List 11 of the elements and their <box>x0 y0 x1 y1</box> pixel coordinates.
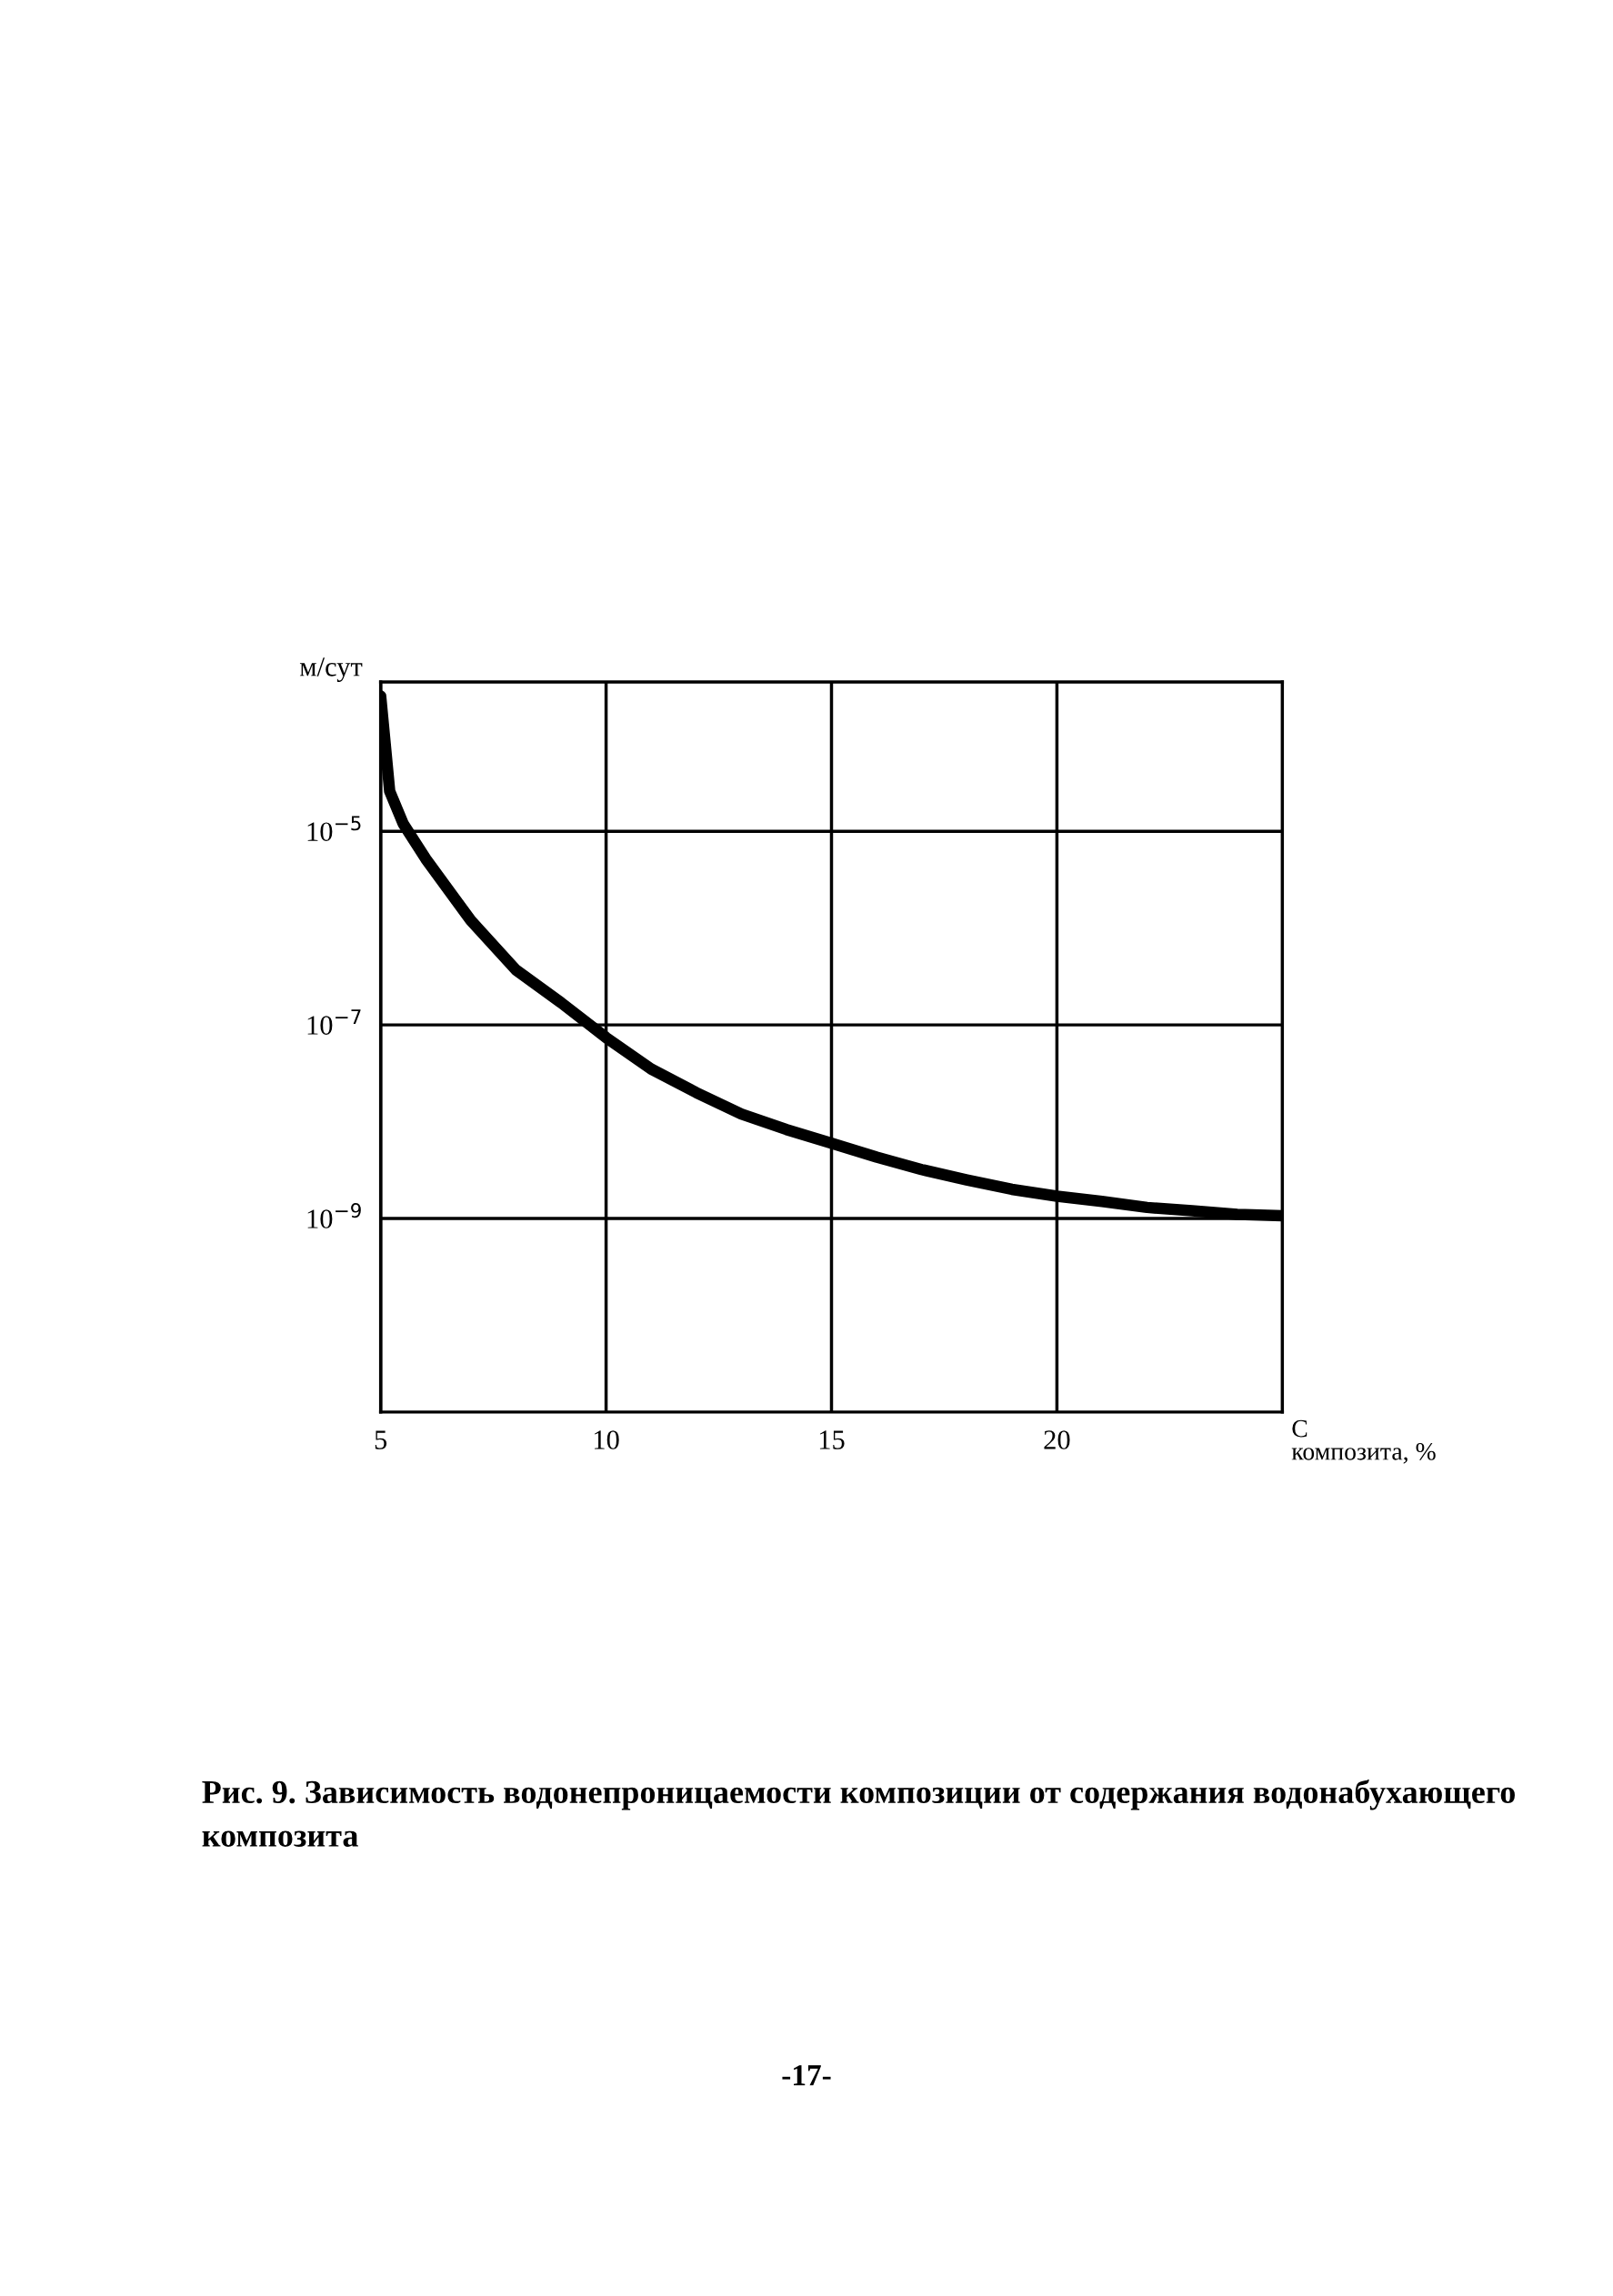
x-tick-label: 5 <box>375 1430 387 1449</box>
y-axis-title: м/сут <box>299 657 363 682</box>
x-tick-label: 15 <box>819 1430 845 1449</box>
x-tick-label: 20 <box>1044 1430 1070 1449</box>
y-tick-label: 10$^{−9}$ <box>307 1203 361 1228</box>
y-tick-label: 10$^{−7}$ <box>307 1009 361 1035</box>
x-tick-label: 10 <box>594 1430 619 1449</box>
x-axis-title: С композита, % <box>1291 1419 1436 1464</box>
text: Рис. 9. Зависимость водонепроницаемости композиции от содержания водонабухающего композита <box>202 1779 1515 1847</box>
text: -17- <box>782 2065 831 2086</box>
y-tick-label: 10$^{−5}$ <box>307 816 361 842</box>
